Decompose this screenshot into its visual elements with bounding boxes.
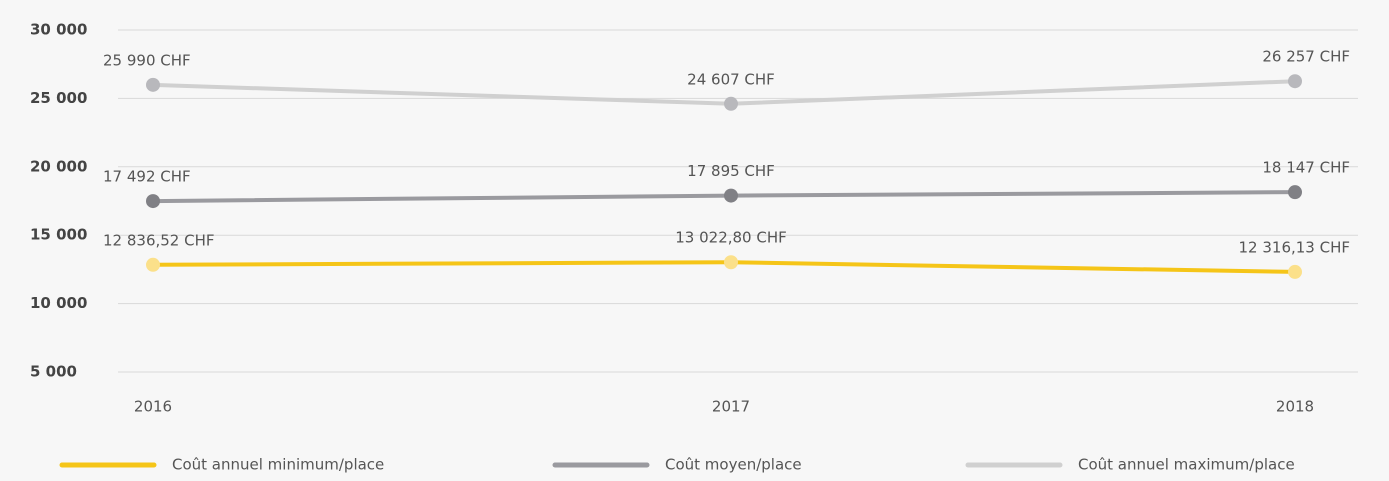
y-tick-label: 5 000 — [30, 363, 77, 381]
y-tick-label: 10 000 — [30, 294, 87, 312]
point — [146, 257, 160, 272]
x-tick-label: 2018 — [1276, 398, 1314, 416]
data-label: 18 147 CHF — [1262, 159, 1350, 177]
y-tick-label: 15 000 — [30, 226, 87, 244]
data-label: 13 022,80 CHF — [675, 229, 787, 247]
y-tick-label: 25 000 — [30, 89, 87, 107]
data-label: 12 836,52 CHF — [103, 231, 215, 249]
data-label: 25 990 CHF — [103, 51, 191, 69]
y-tick-label: 20 000 — [30, 157, 87, 175]
legend-label: Coût annuel minimum/place — [172, 456, 384, 474]
point — [1288, 264, 1302, 279]
point — [1288, 185, 1302, 200]
point — [146, 194, 160, 209]
y-tick-label: 30 000 — [30, 21, 87, 39]
data-label: 26 257 CHF — [1262, 48, 1350, 66]
series-line — [152, 260, 1296, 274]
legend-label: Coût annuel maximum/place — [1078, 456, 1295, 474]
x-tick-label: 2016 — [134, 398, 172, 416]
point — [724, 96, 738, 111]
point — [1288, 74, 1302, 89]
data-label: 17 895 CHF — [687, 162, 775, 180]
series-line — [152, 190, 1296, 204]
point — [724, 255, 738, 270]
legend-label: Coût moyen/place — [665, 456, 802, 474]
point — [724, 188, 738, 203]
data-label: 17 492 CHF — [103, 168, 191, 186]
x-tick-label: 2017 — [712, 398, 750, 416]
data-label: 24 607 CHF — [687, 70, 775, 88]
data-label: 12 316,13 CHF — [1239, 238, 1351, 256]
point — [146, 77, 160, 92]
